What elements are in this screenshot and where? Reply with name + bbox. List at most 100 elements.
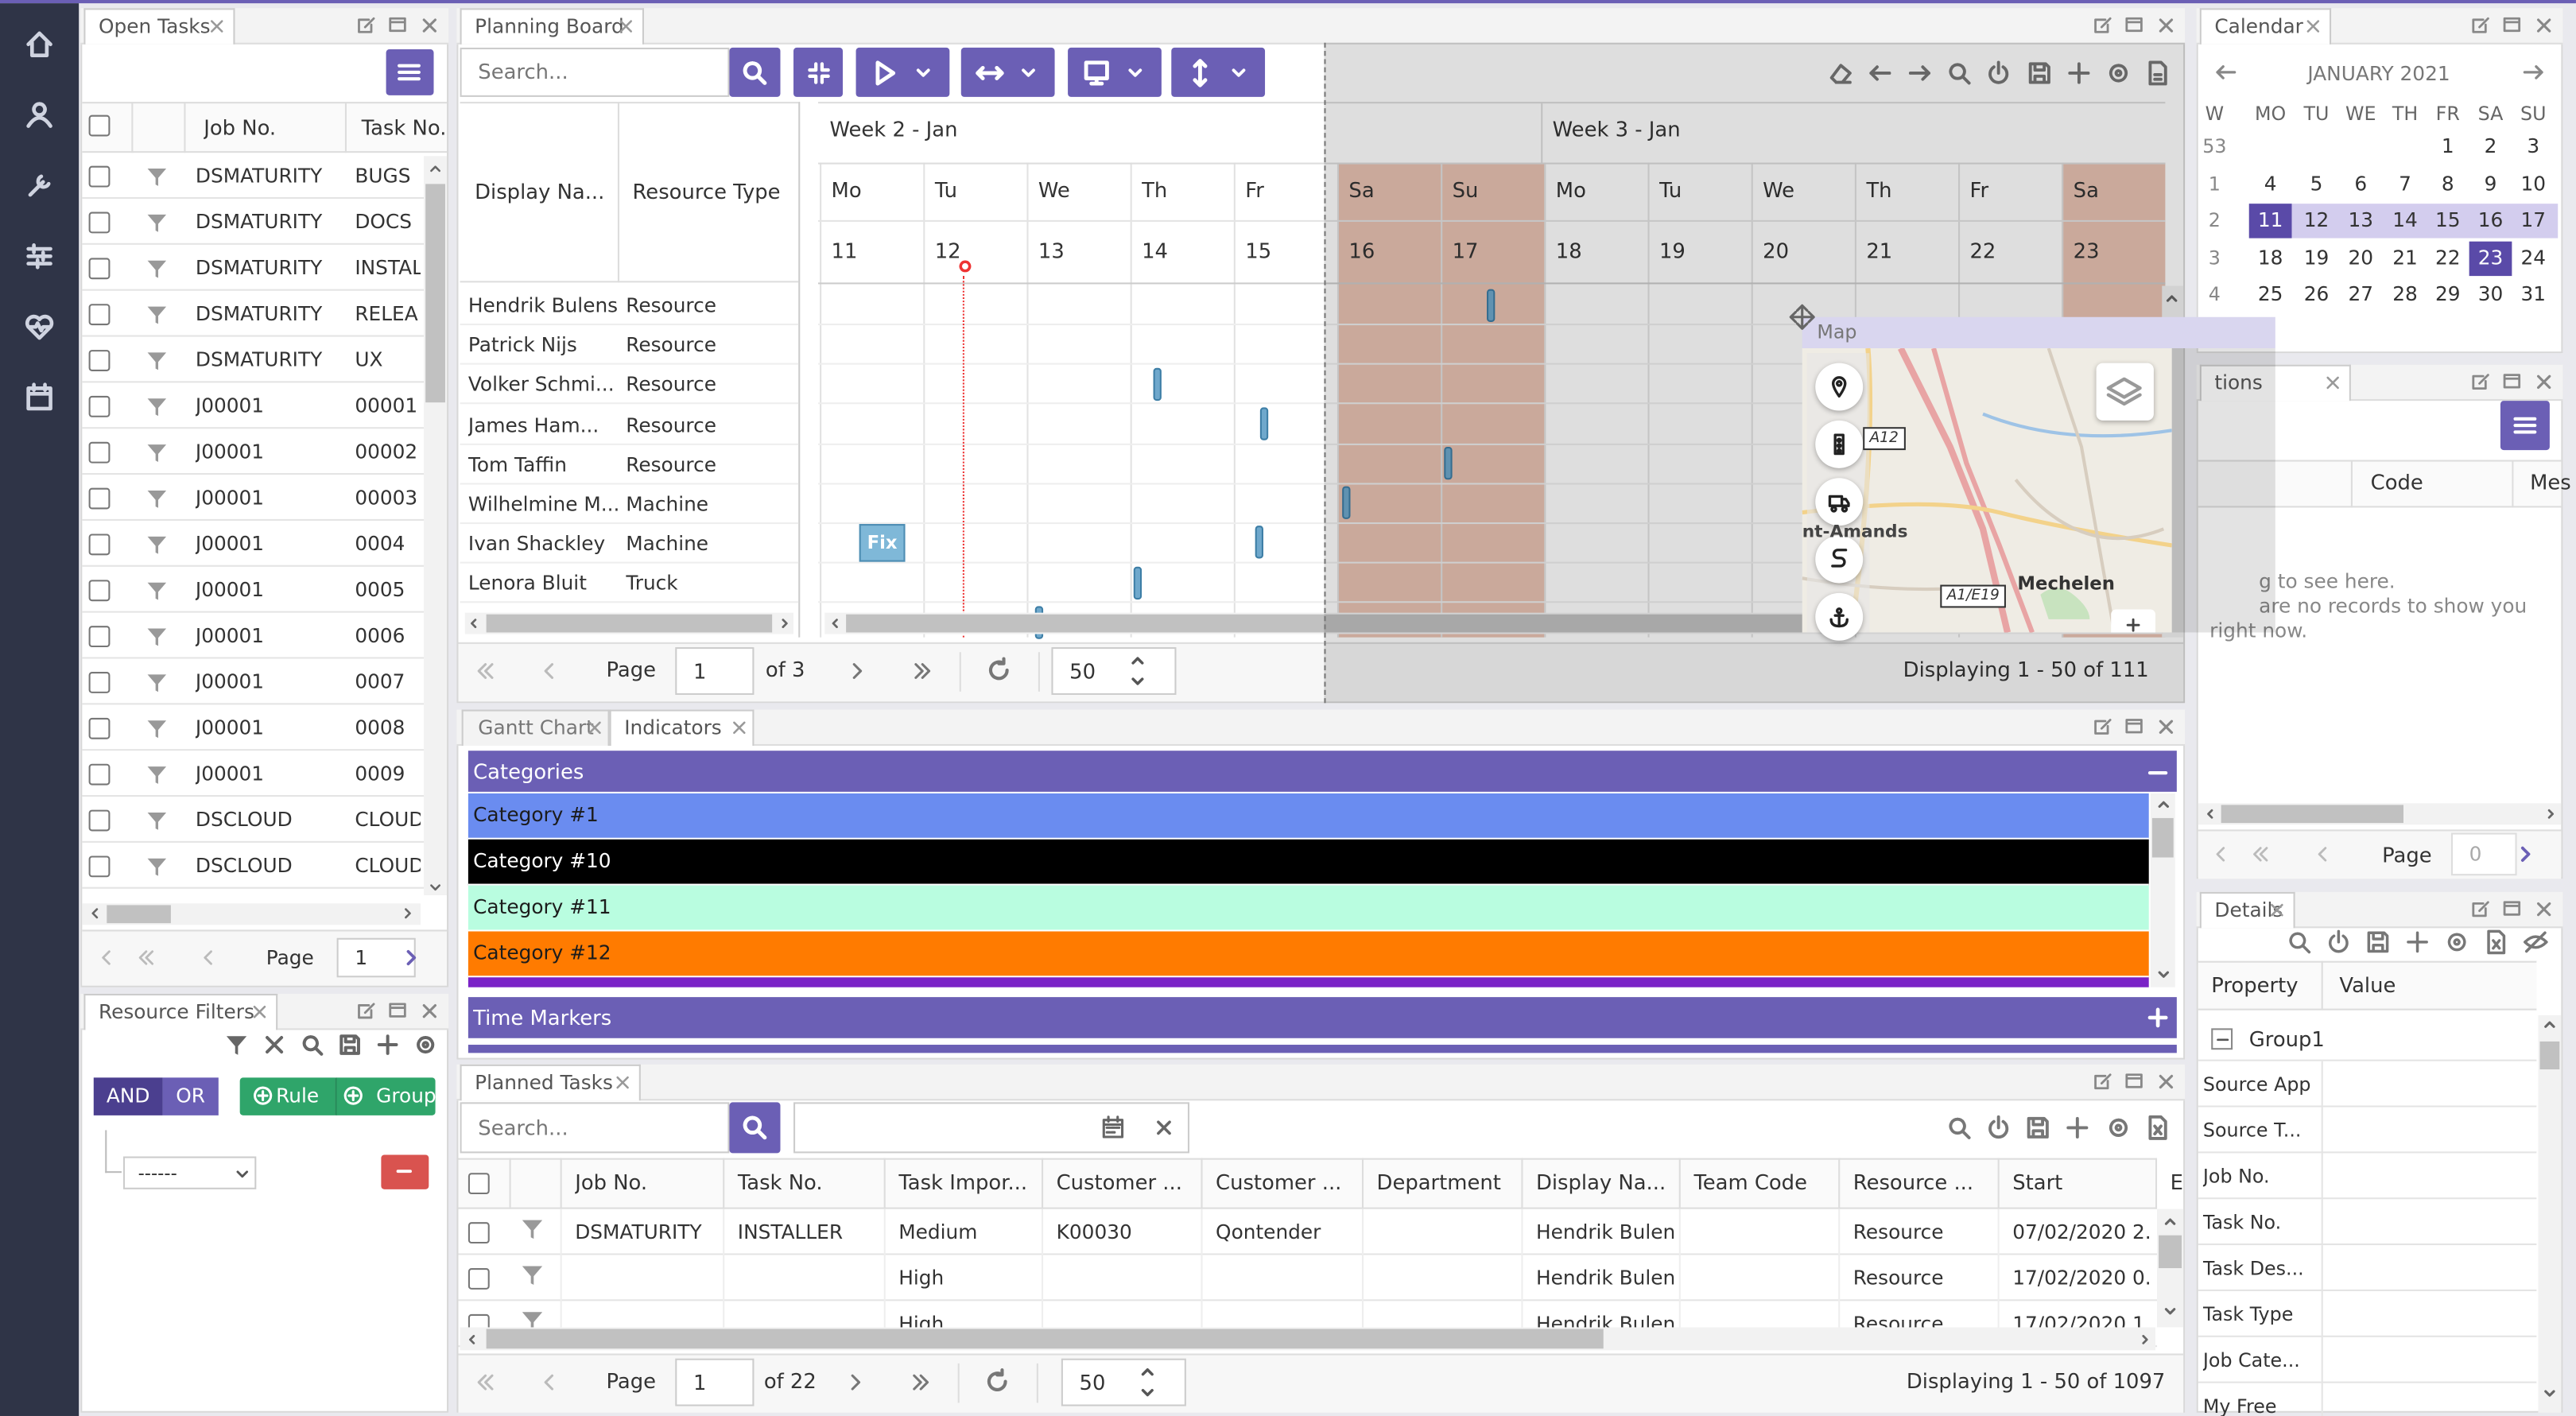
icon-up[interactable] [429,163,442,177]
button[interactable] [729,1102,781,1154]
icon-next[interactable] [401,906,414,920]
icon-ham[interactable] [396,59,422,85]
icon-gear[interactable] [2106,60,2131,84]
icon-x[interactable] [420,16,438,34]
icon-arr[interactable] [1907,60,1932,84]
icon-prev[interactable] [97,948,117,968]
category-row[interactable]: Category #12 [467,931,2149,978]
table-row[interactable] [82,704,425,751]
icon-ham[interactable] [2512,413,2538,439]
panel-tab[interactable]: Open Tasks [83,8,235,45]
resource-row[interactable] [460,365,799,405]
input[interactable]: 50 [1061,1358,1186,1406]
icon-up[interactable] [1139,1364,1154,1379]
task-block[interactable]: Fix [859,524,906,562]
scroll-thumb[interactable] [2151,817,2174,858]
icon-next[interactable] [845,660,867,681]
icon-x[interactable] [208,18,225,35]
icon-funnel[interactable] [225,1034,248,1057]
icon-min[interactable] [2502,371,2522,391]
table-row[interactable] [82,245,425,291]
task-bar[interactable] [1342,486,1351,519]
icon-nav4[interactable] [25,312,54,342]
icon-x[interactable] [251,1003,268,1020]
icon-arl[interactable] [2214,60,2237,83]
icon-x[interactable] [587,720,603,736]
icon-pdf[interactable] [2146,60,2171,85]
icon-funnel[interactable] [145,487,167,509]
icon-x[interactable] [2534,16,2552,34]
section-header[interactable]: Time Markers [467,997,2177,1038]
icon-refresh[interactable] [986,657,1012,683]
checkbox[interactable] [88,114,111,137]
section-header[interactable]: Categories [467,751,2177,792]
icon-save[interactable] [2365,929,2389,953]
property-row[interactable] [2198,1245,2537,1291]
property-row[interactable] [2198,1108,2537,1154]
icon-save[interactable] [339,1034,362,1057]
icon-plus[interactable] [2404,929,2429,953]
icon-first[interactable] [474,660,495,681]
icon-refresh[interactable] [984,1368,1011,1395]
scroll-thumb[interactable] [486,1329,1604,1349]
checkbox[interactable] [88,809,111,832]
table-row[interactable] [82,613,425,659]
icon-first[interactable] [474,1371,495,1392]
icon-search[interactable] [741,59,767,85]
icon-x[interactable] [2156,717,2174,735]
icon-eraser[interactable] [1828,60,1852,84]
icon-compress[interactable] [806,60,831,84]
icon-layers[interactable] [2106,374,2142,410]
icon-funnel[interactable] [145,671,167,692]
icon-min[interactable] [2124,716,2144,736]
icon-edit[interactable] [356,15,376,35]
scroll-thumb[interactable] [425,184,445,403]
icon-down[interactable] [234,1166,249,1181]
icon-anchor[interactable] [1829,606,1850,628]
table-row[interactable] [82,659,425,705]
input[interactable]: 1 [675,1358,755,1406]
icon-first[interactable] [2251,844,2271,864]
category-row[interactable]: Category #11 [467,885,2149,932]
resource-row[interactable] [460,405,799,445]
and-button[interactable]: AND [93,1077,163,1115]
icon-arr[interactable] [2522,60,2545,83]
icon-x[interactable] [420,1001,438,1019]
icon-nav2[interactable] [25,171,54,200]
icon-arl[interactable] [1868,60,1892,84]
panel-tab[interactable]: Planned Tasks [460,1064,641,1101]
table-row[interactable] [82,337,425,383]
panel-tab[interactable]: Calendar [2199,8,2332,45]
icon-last[interactable] [910,1371,931,1392]
icon-next[interactable] [844,1371,865,1392]
table-row[interactable] [82,199,425,245]
input[interactable]: Search... [460,1102,730,1154]
icon-funnel[interactable] [145,395,167,417]
table-row[interactable] [82,382,425,429]
checkbox[interactable] [88,672,111,693]
selected-day[interactable] [2248,204,2292,239]
scroll-thumb[interactable] [107,905,171,924]
scroll-thumb[interactable] [846,614,1807,633]
icon-minus[interactable] [396,1163,413,1180]
scroll-thumb[interactable] [486,614,773,633]
input[interactable]: 1 [336,937,416,978]
icon-edit[interactable] [356,1000,376,1020]
icon-edit[interactable] [2093,15,2112,35]
icon-gear[interactable] [414,1034,437,1057]
icon-plus[interactable] [376,1034,399,1057]
icon-x[interactable] [2534,899,2552,917]
input[interactable]: Search... [460,47,730,97]
input[interactable]: 0 [2450,832,2517,876]
task-bar[interactable] [1487,289,1496,322]
icon-pc[interactable] [343,1086,363,1106]
icon-x[interactable] [263,1034,286,1057]
icon-funnel[interactable] [145,809,167,831]
icon-up[interactable] [2543,1018,2557,1032]
table-row[interactable] [82,475,425,521]
table-row[interactable] [82,429,425,475]
icon-funnel[interactable] [145,165,167,187]
icon-ver[interactable] [1185,58,1213,87]
task-bar[interactable] [1255,526,1263,559]
icon-next[interactable] [401,948,421,968]
